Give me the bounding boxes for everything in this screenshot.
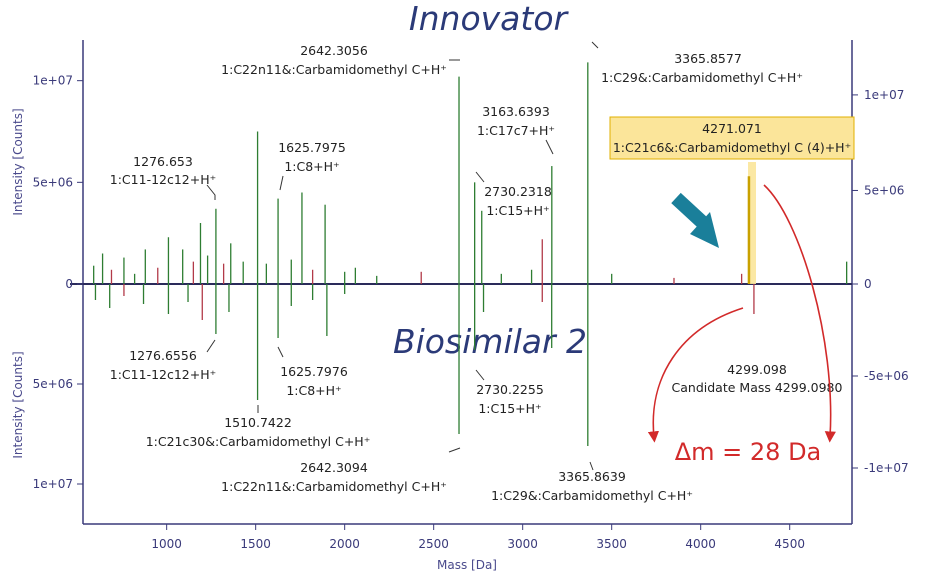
label-1625-bottom-formula: 1:C8+H⁺ bbox=[286, 383, 341, 398]
bottom-peaks bbox=[94, 284, 755, 446]
right-tick-label: 0 bbox=[864, 277, 872, 291]
candidate-mass-text: Candidate Mass 4299.0980 bbox=[672, 380, 843, 395]
x-axis-label: Mass [Da] bbox=[437, 558, 497, 572]
label-3365-bottom-mass: 3365.8639 bbox=[558, 469, 626, 484]
label-2642-top-formula: 1:C22n11&:Carbamidomethyl C+H⁺ bbox=[221, 62, 447, 77]
top-peaks bbox=[93, 62, 848, 284]
label-3163-top-mass: 3163.6393 bbox=[482, 104, 550, 119]
label-1625-top-formula: 1:C8+H⁺ bbox=[284, 159, 339, 174]
leader-1276-bottom bbox=[206, 339, 216, 353]
left-tick-label: 5e+06 bbox=[33, 377, 73, 391]
label-1510-bottom-formula: 1:C21c30&:Carbamidomethyl C+H⁺ bbox=[146, 434, 371, 449]
top-title: Innovator bbox=[409, 0, 570, 38]
teal-arrow-shaft bbox=[671, 192, 707, 228]
label-3365-top-mass: 3365.8577 bbox=[674, 51, 742, 66]
leader-3163-top bbox=[545, 139, 554, 155]
label-1276-bottom-mass: 1276.6556 bbox=[129, 348, 197, 363]
x-ticks: 1000 1500 2000 2500 3000 3500 4000 4500 bbox=[151, 524, 805, 551]
teal-arrow-icon bbox=[671, 192, 719, 248]
label-1276-bottom-formula: 1:C11-12c12+H⁺ bbox=[110, 367, 216, 382]
left-tick-label: 1e+07 bbox=[33, 477, 73, 491]
leader-2730-top bbox=[475, 171, 485, 183]
right-tick-label: -1e+07 bbox=[864, 461, 909, 475]
red-arrow-left bbox=[647, 307, 744, 443]
left-ylabel-top: Intensity [Counts] bbox=[11, 108, 25, 215]
right-tick-label: 1e+07 bbox=[864, 88, 904, 102]
label-2730-top-mass: 2730.2318 bbox=[484, 184, 552, 199]
label-3163-top-formula: 1:C17c7+H⁺ bbox=[477, 123, 555, 138]
x-tick-label: 3500 bbox=[596, 537, 627, 551]
x-tick-label: 2000 bbox=[329, 537, 360, 551]
highlight-band bbox=[748, 162, 756, 284]
highlight-label-mass: 4271.071 bbox=[702, 121, 762, 136]
right-tick-label: 5e+06 bbox=[864, 183, 904, 197]
label-1625-bottom-mass: 1625.7976 bbox=[280, 364, 348, 379]
label-2730-bottom-mass: 2730.2255 bbox=[476, 382, 544, 397]
label-3365-bottom-formula: 1:C29&:Carbamidomethyl C+H⁺ bbox=[491, 488, 693, 503]
left-tick-label: 0 bbox=[65, 277, 73, 291]
highlight-label-formula: 1:C21c6&:Carbamidomethyl C (4)+H⁺ bbox=[613, 140, 851, 155]
x-tick-label: 1500 bbox=[240, 537, 271, 551]
red-arrow-right bbox=[763, 184, 836, 443]
label-1625-top-mass: 1625.7975 bbox=[278, 140, 346, 155]
label-3365-top-formula: 1:C29&:Carbamidomethyl C+H⁺ bbox=[601, 70, 803, 85]
left-tick-label: 1e+07 bbox=[33, 74, 73, 88]
label-1510-bottom-mass: 1510.7422 bbox=[224, 415, 292, 430]
leader-2642-bottom bbox=[448, 447, 461, 453]
label-2642-bottom-formula: 1:C22n11&:Carbamidomethyl C+H⁺ bbox=[221, 479, 447, 494]
highlight-label-box: 4271.071 1:C21c6&:Carbamidomethyl C (4)+… bbox=[609, 116, 855, 160]
x-tick-label: 4500 bbox=[774, 537, 805, 551]
x-tick-label: 3000 bbox=[507, 537, 538, 551]
highlight-label-bg bbox=[609, 116, 855, 160]
label-2730-bottom-formula: 1:C15+H⁺ bbox=[478, 401, 541, 416]
label-2642-top-mass: 2642.3056 bbox=[300, 43, 368, 58]
top-peak-labels: 1276.653 1:C11-12c12+H⁺ 1625.7975 1:C8+H… bbox=[110, 43, 803, 218]
label-1276-top-mass: 1276.653 bbox=[133, 154, 193, 169]
leader-2730-bottom bbox=[475, 369, 485, 381]
leader-1625-top bbox=[279, 175, 284, 191]
label-2642-bottom-mass: 2642.3094 bbox=[300, 460, 368, 475]
left-ticks: 1e+07 5e+06 0 5e+06 1e+07 bbox=[33, 74, 83, 491]
leader-3365-top bbox=[591, 41, 599, 49]
x-tick-label: 2500 bbox=[418, 537, 449, 551]
leader-lines bbox=[206, 41, 599, 471]
label-2730-top-formula: 1:C15+H⁺ bbox=[486, 203, 549, 218]
candidate-mass-value: 4299.098 bbox=[727, 362, 787, 377]
bottom-peak-labels: 1276.6556 1:C11-12c12+H⁺ 1625.7976 1:C8+… bbox=[110, 348, 693, 503]
leader-1625-bottom bbox=[277, 346, 284, 358]
teal-arrow-head bbox=[690, 212, 719, 248]
right-ticks: 1e+07 5e+06 0 -5e+06 -1e+07 bbox=[852, 88, 909, 475]
left-ylabel-bottom: Intensity [Counts] bbox=[11, 351, 25, 458]
leader-1276-top bbox=[206, 184, 216, 200]
leader-3365-bottom bbox=[589, 461, 594, 471]
right-tick-label: -5e+06 bbox=[864, 369, 909, 383]
delta-mass-text: Δm = 28 Da bbox=[675, 438, 822, 466]
x-tick-label: 4000 bbox=[685, 537, 716, 551]
left-tick-label: 5e+06 bbox=[33, 175, 73, 189]
label-1276-top-formula: 1:C11-12c12+H⁺ bbox=[110, 172, 216, 187]
x-tick-label: 1000 bbox=[151, 537, 182, 551]
bottom-title: Biosimilar 2 bbox=[393, 322, 587, 361]
